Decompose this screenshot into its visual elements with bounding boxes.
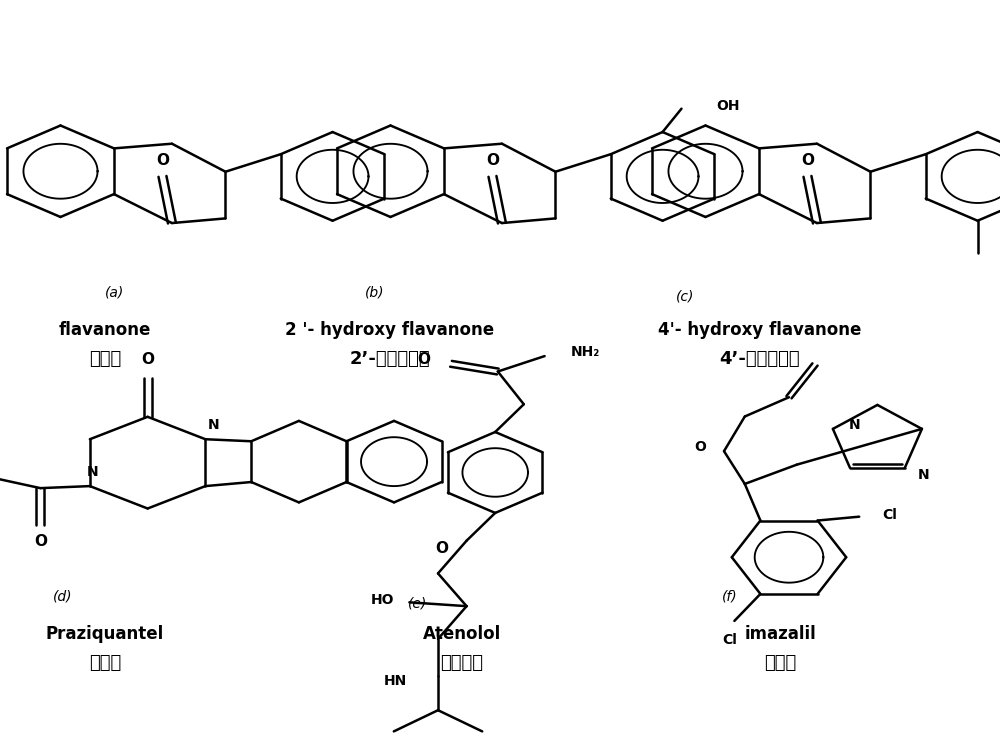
Text: N: N bbox=[848, 418, 860, 432]
Text: 阿替洛尔: 阿替洛尔 bbox=[440, 654, 484, 672]
Text: O: O bbox=[486, 153, 499, 167]
Text: NH₂: NH₂ bbox=[571, 345, 600, 359]
Text: N: N bbox=[87, 465, 98, 479]
Text: Atenolol: Atenolol bbox=[423, 625, 501, 642]
Text: (d): (d) bbox=[53, 590, 73, 603]
Text: HN: HN bbox=[384, 674, 407, 688]
Text: N: N bbox=[208, 418, 219, 432]
Text: 尘咗酮: 尘咗酮 bbox=[89, 654, 121, 672]
Text: O: O bbox=[34, 534, 47, 548]
Text: 2 '- hydroxy flavanone: 2 '- hydroxy flavanone bbox=[285, 321, 495, 339]
Text: (b): (b) bbox=[365, 286, 385, 299]
Text: (c): (c) bbox=[676, 290, 694, 303]
Text: Cl: Cl bbox=[883, 508, 897, 522]
Text: Praziquantel: Praziquantel bbox=[46, 625, 164, 642]
Text: imazalil: imazalil bbox=[744, 625, 816, 642]
Text: Cl: Cl bbox=[722, 633, 737, 647]
Text: O: O bbox=[417, 353, 430, 368]
Text: O: O bbox=[435, 541, 448, 556]
Text: (a): (a) bbox=[105, 286, 125, 299]
Text: O: O bbox=[801, 153, 814, 167]
Text: O: O bbox=[694, 440, 706, 454]
Text: 黄烷酮: 黄烷酮 bbox=[89, 350, 121, 368]
Text: 4'- hydroxy flavanone: 4'- hydroxy flavanone bbox=[658, 321, 862, 339]
Text: O: O bbox=[156, 153, 169, 167]
Text: 4’-羟基黄烷酮: 4’-羟基黄烷酮 bbox=[720, 350, 800, 368]
Text: 抑霉唠: 抑霉唠 bbox=[764, 654, 796, 672]
Text: OH: OH bbox=[716, 99, 740, 113]
Text: (f): (f) bbox=[722, 590, 738, 603]
Text: flavanone: flavanone bbox=[59, 321, 151, 339]
Text: HO: HO bbox=[370, 594, 394, 608]
Text: O: O bbox=[141, 352, 154, 368]
Text: 2’-羟基黄烷酮: 2’-羟基黄烷酮 bbox=[350, 350, 430, 368]
Text: N: N bbox=[918, 468, 930, 482]
Text: (e): (e) bbox=[408, 597, 428, 611]
